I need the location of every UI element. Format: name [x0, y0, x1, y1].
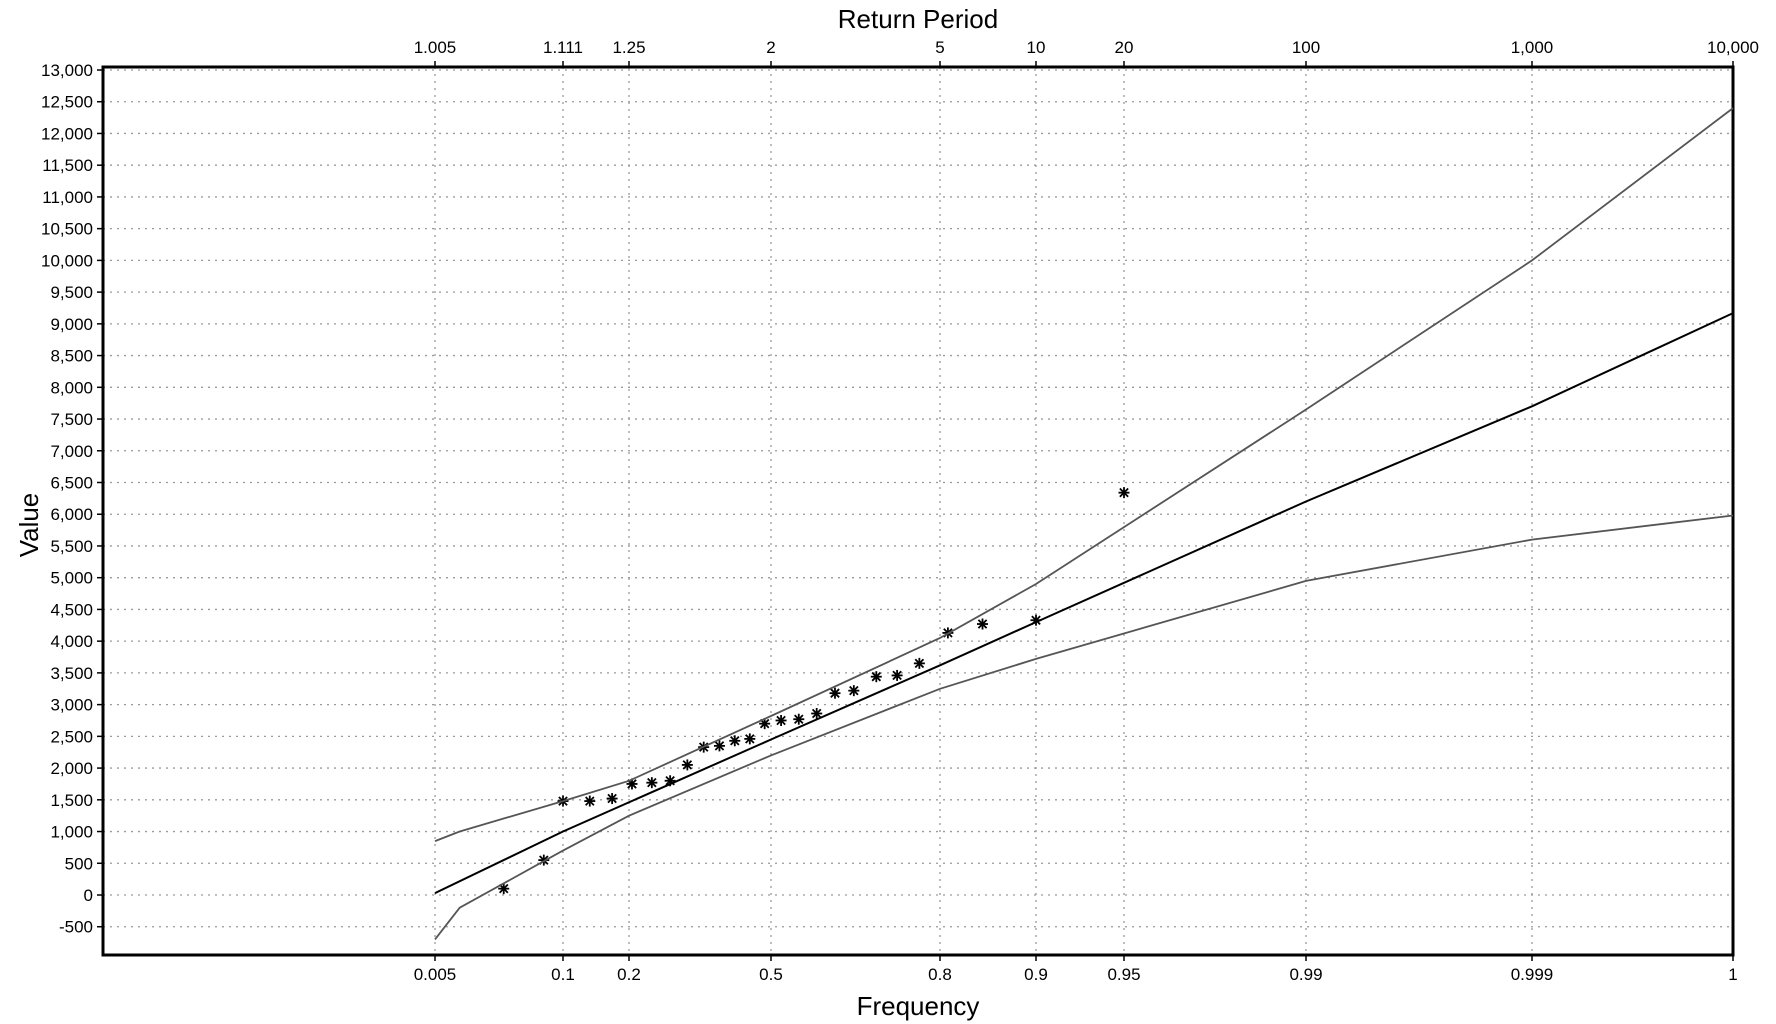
y-tick-label: 8,000	[50, 378, 93, 397]
y-tick-label: 8,500	[50, 347, 93, 366]
observed-point	[811, 708, 823, 719]
y-tick-label: 500	[65, 854, 93, 873]
observed-point	[713, 740, 725, 752]
top-tick-label: 1,000	[1511, 38, 1554, 57]
x-tick-label: 0.005	[414, 965, 457, 984]
observed-point	[1118, 487, 1130, 499]
y-tick-label: 6,500	[50, 474, 93, 493]
top-tick-label: 10,000	[1707, 38, 1759, 57]
observed-point	[744, 733, 756, 745]
top-tick-label: 100	[1292, 38, 1320, 57]
grid-layer	[103, 67, 1734, 955]
x-tick-label: 1	[1728, 965, 1737, 984]
observed-point	[891, 669, 903, 681]
x-axis-label: Frequency	[857, 991, 980, 1021]
top-tick-label: 1.005	[414, 38, 457, 57]
top-tick-label: 2	[766, 38, 775, 57]
upper-confidence-line	[434, 107, 1734, 842]
observed-point	[848, 685, 860, 697]
x-tick-label: 0.8	[928, 965, 952, 984]
y-tick-label: 6,000	[50, 505, 93, 524]
y-tick-label: 11,000	[42, 188, 93, 207]
y-tick-label: 3,500	[50, 664, 93, 683]
y-tick-label: 0	[84, 886, 93, 905]
observed-point	[793, 713, 805, 725]
y-tick-label: 12,500	[41, 93, 93, 112]
top-tick-label: 5	[935, 38, 944, 57]
lower-confidence-line	[434, 514, 1734, 940]
y-tick-label: 7,500	[50, 410, 93, 429]
observed-point	[606, 793, 618, 805]
observed-point	[829, 687, 841, 699]
y-tick-label: 10,500	[41, 220, 93, 239]
y-tick-label: 4,500	[50, 600, 93, 619]
y-tick-label: 5,000	[50, 569, 93, 588]
y-tick-label: 13,000	[41, 61, 93, 80]
observed-point	[977, 618, 989, 630]
fitted-line	[434, 312, 1734, 895]
observed-point	[646, 777, 658, 789]
x-tick-label: 0.2	[617, 965, 641, 984]
y-tick-label: 12,000	[41, 124, 93, 143]
x-tick-label: 0.999	[1511, 965, 1554, 984]
y-tick-label: 4,000	[50, 632, 93, 651]
y-tick-label: 2,500	[50, 727, 93, 746]
y-tick-label: 9,500	[50, 283, 93, 302]
y-tick-label: 2,000	[50, 759, 93, 778]
x-tick-label: 0.9	[1024, 965, 1048, 984]
x-tick-label: 0.1	[551, 965, 575, 984]
x-tick-label: 0.5	[759, 965, 783, 984]
y-tick-label: 11,500	[42, 156, 93, 175]
top-tick-label: 1.25	[612, 38, 645, 57]
y-tick-label: 9,000	[50, 315, 93, 334]
y-tick-label: 10,000	[41, 251, 93, 270]
observed-point	[729, 735, 741, 747]
top-tick-label: 20	[1115, 38, 1134, 57]
y-tick-label: 1,000	[50, 823, 93, 842]
observed-point	[584, 795, 596, 807]
x-tick-label: 0.99	[1289, 965, 1322, 984]
x-tick-label: 0.95	[1107, 965, 1140, 984]
top-tick-label: 1.111	[543, 38, 583, 57]
y-tick-label: 5,500	[50, 537, 93, 556]
y-tick-label: -500	[59, 918, 93, 937]
y-axis-label: Value	[14, 493, 44, 558]
chart-title: Return Period	[838, 4, 998, 34]
observed-point	[870, 671, 882, 683]
y-tick-label: 7,000	[50, 442, 93, 461]
y-tick-label: 3,000	[50, 696, 93, 715]
observed-point	[775, 714, 787, 726]
plot-frame	[101, 65, 1735, 957]
tick-layer: -500 0 500 1,000 1,500 2,000 2,500 3,000 3,500 4,…	[41, 38, 1759, 984]
series-layer	[434, 107, 1734, 940]
observed-point	[681, 759, 693, 771]
observed-point	[913, 657, 925, 669]
y-tick-label: 1,500	[50, 791, 93, 810]
top-tick-label: 10	[1027, 38, 1046, 57]
